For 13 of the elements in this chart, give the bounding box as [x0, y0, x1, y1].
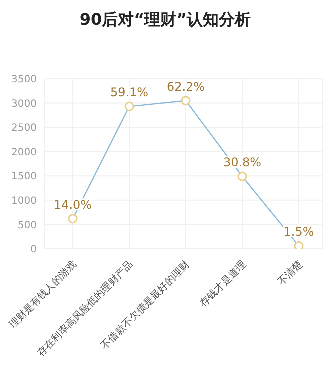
y-tick-label: 500: [18, 220, 37, 232]
y-tick-label: 0: [30, 244, 37, 256]
annotation: 59.1%: [110, 86, 149, 100]
x-tick-label: 不清楚: [275, 258, 306, 288]
x-tick-label: 存钱才是道理: [198, 258, 249, 310]
y-tick-label: 3500: [12, 74, 37, 86]
annotation: 62.2%: [166, 80, 206, 94]
y-tick-label: 3000: [12, 98, 37, 110]
y-tick-label: 1000: [12, 196, 37, 207]
y-tick-label: 1500: [12, 172, 37, 183]
y-tick-label: 2500: [12, 123, 37, 134]
chart-title: 90后对“理财”认知分析: [78, 10, 252, 31]
y-tick-label: 2000: [12, 147, 37, 158]
